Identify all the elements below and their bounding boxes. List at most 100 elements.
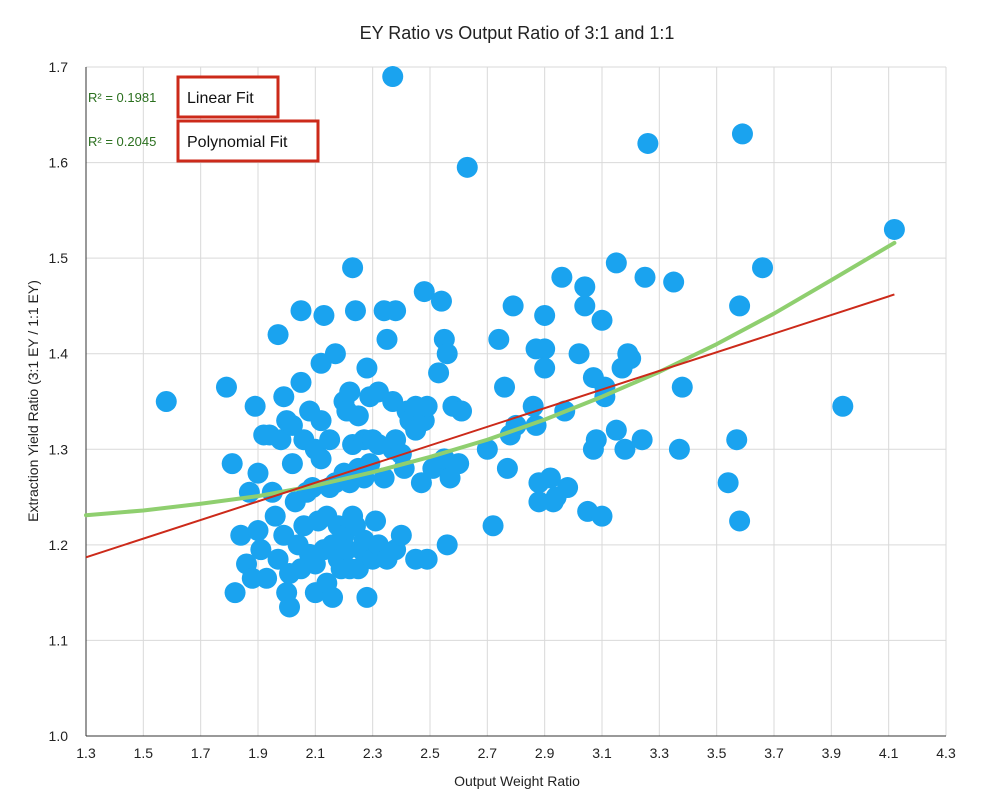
data-point [410,472,432,494]
chart-title: EY Ratio vs Output Ratio of 3:1 and 1:1 [360,23,675,43]
y-tick-label: 1.3 [49,441,69,457]
data-point [671,376,693,398]
data-point [476,438,498,460]
y-tick-label: 1.4 [49,346,69,362]
data-point [726,429,748,451]
x-tick-label: 1.7 [191,745,211,761]
data-point [591,309,613,331]
data-point [313,304,335,326]
data-point [534,338,556,360]
data-point [319,429,341,451]
data-point [668,438,690,460]
data-point [310,448,332,470]
data-point [585,429,607,451]
data-points [155,66,905,618]
x-tick-label: 1.5 [134,745,154,761]
y-tick-label: 1.5 [49,250,69,266]
data-point [324,343,346,365]
data-point [539,467,561,489]
data-point [568,343,590,365]
data-point [729,295,751,317]
data-point [356,357,378,379]
data-point [451,400,473,422]
data-point [620,347,642,369]
data-point [534,357,556,379]
x-tick-label: 2.5 [420,745,440,761]
x-tick-label: 3.7 [764,745,784,761]
data-point [456,156,478,178]
data-point [356,586,378,608]
y-tick-label: 1.2 [49,537,69,553]
data-point [832,395,854,417]
grid-lines [85,66,947,737]
fit-label: Polynomial Fit [187,134,288,151]
data-point [247,462,269,484]
r-squared-label: R² = 0.2045 [88,134,156,149]
x-tick-label: 1.3 [76,745,96,761]
data-point [494,376,516,398]
x-tick-label: 4.3 [936,745,956,761]
x-axis-label: Output Weight Ratio [454,773,580,789]
data-point [221,453,243,475]
data-point [731,123,753,145]
data-point [574,276,596,298]
data-point [322,586,344,608]
data-point [663,271,685,293]
data-point [637,132,659,154]
data-point [376,328,398,350]
fit-label-box [176,119,320,163]
data-point [273,386,295,408]
data-point [373,467,395,489]
data-point [428,362,450,384]
data-point [522,395,544,417]
data-point [634,266,656,288]
data-point [224,582,246,604]
data-point [448,453,470,475]
x-tick-label: 2.7 [478,745,498,761]
data-point [244,395,266,417]
data-point [436,343,458,365]
data-point [605,252,627,274]
data-point [717,472,739,494]
data-point [534,304,556,326]
data-point [290,300,312,322]
data-point [883,218,905,240]
x-tick-label: 2.9 [535,745,555,761]
data-point [436,534,458,556]
data-point [215,376,237,398]
data-point [256,567,278,589]
y-axis-label: Extraction Yield Ratio (3:1 EY / 1:1 EY) [25,280,41,522]
data-point [270,429,292,451]
x-tick-label: 3.5 [707,745,727,761]
data-point [365,510,387,532]
data-point [385,300,407,322]
data-point [250,539,272,561]
x-tick-label: 3.1 [592,745,612,761]
data-point [359,453,381,475]
x-tick-label: 2.1 [306,745,326,761]
data-point [344,300,366,322]
data-point [416,395,438,417]
y-tick-labels: 1.0 1.1 1.2 1.3 1.4 1.5 1.6 1.7 [49,59,69,744]
data-point [574,295,596,317]
data-point [502,295,524,317]
data-point [339,381,361,403]
data-point [382,66,404,88]
data-point [390,524,412,546]
data-point [752,257,774,279]
x-tick-label: 3.9 [822,745,842,761]
r-squared-label: R² = 0.1981 [88,90,156,105]
data-point [264,505,286,527]
data-point [281,414,303,436]
x-tick-label: 3.3 [650,745,670,761]
data-point [605,419,627,441]
polynomial-fit-line [84,240,897,518]
data-point [488,328,510,350]
data-point [496,457,518,479]
data-point [267,548,289,570]
fit-label: Linear Fit [187,90,254,107]
data-point [310,410,332,432]
data-point [230,524,252,546]
y-tick-label: 1.1 [49,632,69,648]
